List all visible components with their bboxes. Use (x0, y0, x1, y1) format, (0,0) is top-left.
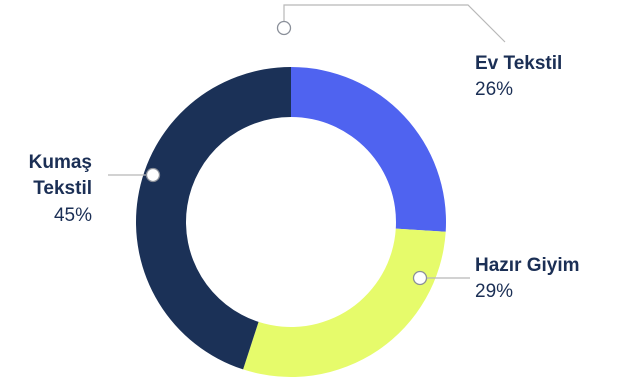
marker-dot-ev-tekstil (276, 20, 292, 36)
label-hazir-giyim-name: Hazır Giyim (475, 255, 580, 276)
slice-ev-tekstil (291, 67, 446, 232)
leader-lines (108, 4, 506, 286)
label-ev-tekstil-name: Ev Tekstil (475, 53, 562, 74)
leader-line-ev-tekstil (283, 4, 506, 43)
label-kumas-tekstil-value: 45% (54, 205, 92, 226)
slice-kumas-tekstil (136, 67, 291, 370)
donut-slices (136, 67, 446, 377)
label-hazir-giyim-value: 29% (475, 281, 513, 302)
marker-dot-hazir-giyim (412, 270, 428, 286)
label-kumas-tekstil-name-line1: Kumaş (29, 152, 92, 173)
slice-hazir-giyim (243, 228, 446, 377)
marker-dot-kumas-tekstil (145, 167, 161, 183)
label-ev-tekstil-value: 26% (475, 79, 513, 100)
label-kumas-tekstil-name-line2: Tekstil (33, 178, 92, 199)
